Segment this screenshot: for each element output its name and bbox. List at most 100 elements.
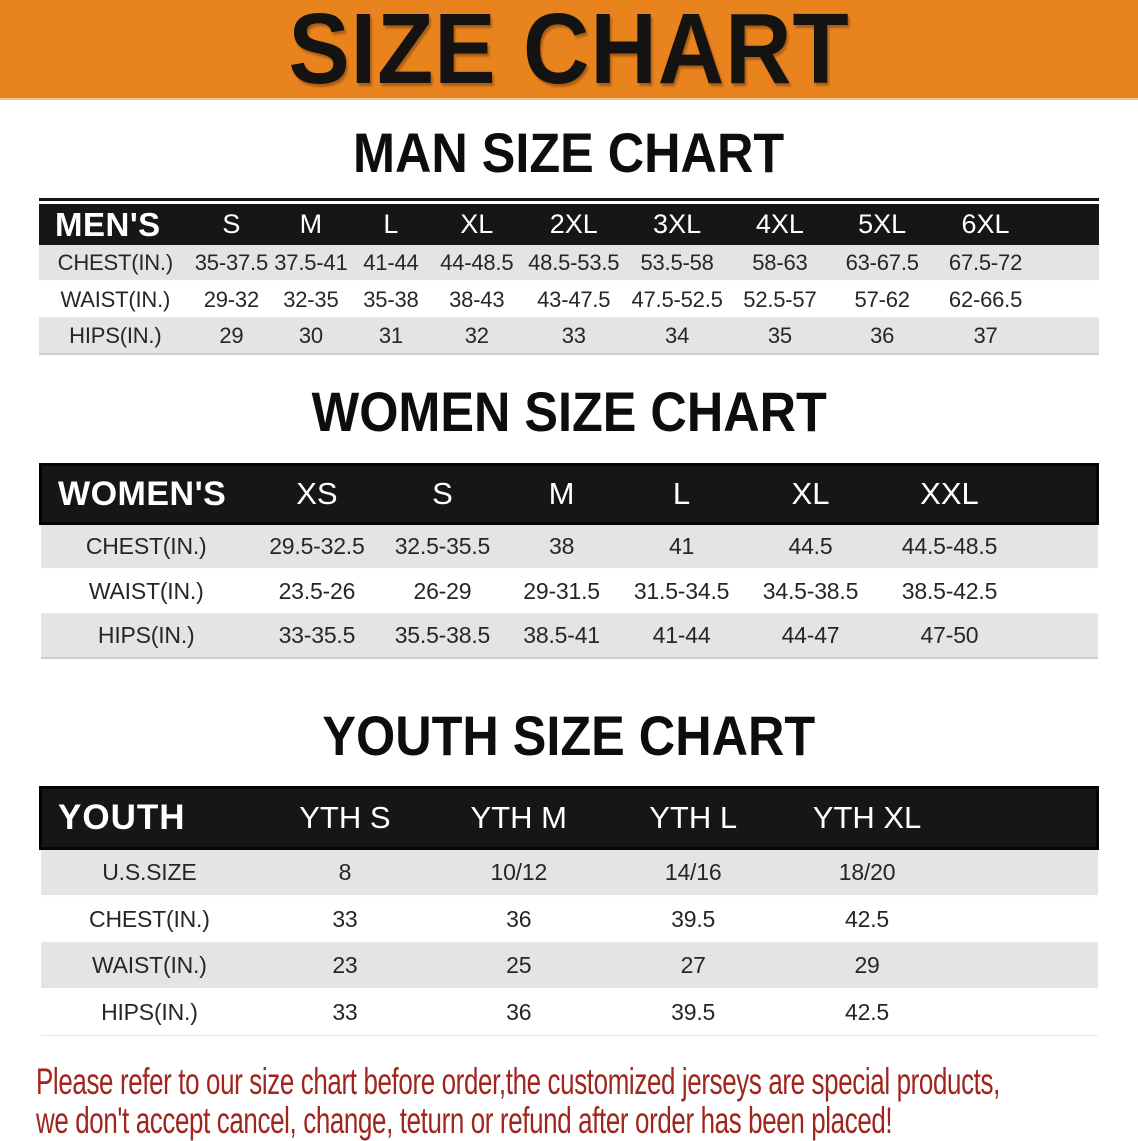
size-column-header: YTH M	[431, 786, 606, 850]
measure-row-label: WAIST(IN.)	[40, 569, 252, 614]
size-column-header: XS	[251, 463, 382, 525]
size-column-header: 2XL	[522, 204, 626, 245]
size-value-cell: 38	[502, 523, 621, 569]
women-size-table-wrap: WOMEN'S XS S M L XL XXL CHEST(IN.) 29.5-…	[38, 463, 1099, 659]
youth-table-title: YOUTH	[39, 786, 259, 850]
size-column-header: 5XL	[830, 204, 934, 245]
disclaimer: Please refer to our size chart before or…	[36, 1062, 1138, 1140]
size-value-cell: 47.5-52.5	[625, 281, 730, 318]
men-section-heading-text: MAN SIZE CHART	[353, 121, 785, 184]
size-value-cell: 63-67.5	[830, 245, 934, 281]
size-value-cell: 32-35	[271, 281, 351, 318]
men-size-table: MEN'S S M L XL 2XL 3XL 4XL 5XL 6XL CHEST…	[39, 204, 1099, 355]
size-value-cell: 32	[431, 317, 523, 354]
size-value-cell: 35-38	[350, 281, 432, 318]
size-value-cell: 32.5-35.5	[381, 523, 503, 569]
size-value-cell: 33	[258, 896, 432, 943]
measure-row-label: U.S.SIZE	[40, 848, 259, 896]
size-value-cell: 29.5-32.5	[251, 523, 382, 569]
size-value-cell: 31.5-34.5	[620, 569, 743, 614]
table-row: WAIST(IN.) 23 25 27 29	[40, 942, 1098, 989]
measure-row-label: HIPS(IN.)	[39, 317, 192, 354]
size-value-cell: 29-31.5	[502, 569, 621, 614]
size-value-cell: 29-32	[191, 281, 272, 318]
size-value-cell: 47-50	[878, 613, 1021, 658]
row-spacer	[953, 896, 1098, 943]
men-header-row: MEN'S S M L XL 2XL 3XL 4XL 5XL 6XL	[39, 204, 1099, 245]
table-row: HIPS(IN.) 33-35.5 35.5-38.5 38.5-41 41-4…	[40, 613, 1098, 658]
men-table-topline	[39, 198, 1099, 201]
measure-row-label: CHEST(IN.)	[40, 523, 252, 569]
size-value-cell: 39.5	[605, 989, 781, 1036]
size-column-header: YTH L	[605, 786, 781, 850]
size-value-cell: 62-66.5	[933, 281, 1038, 318]
size-value-cell: 44.5-48.5	[878, 523, 1021, 569]
size-value-cell: 36	[431, 989, 606, 1036]
size-value-cell: 34	[625, 317, 730, 354]
size-value-cell: 23	[258, 942, 432, 989]
size-value-cell: 41-44	[620, 613, 743, 658]
size-value-cell: 34.5-38.5	[742, 569, 879, 614]
size-column-header: M	[502, 463, 621, 525]
measure-row-label: WAIST(IN.)	[40, 942, 259, 989]
youth-section-heading-text: YOUTH SIZE CHART	[322, 704, 816, 767]
men-table-title: MEN'S	[39, 204, 192, 245]
size-value-cell: 29	[780, 942, 954, 989]
size-column-header: XL	[742, 463, 879, 525]
size-value-cell: 8	[258, 848, 432, 896]
size-value-cell: 26-29	[381, 569, 503, 614]
size-value-cell: 42.5	[780, 989, 954, 1036]
size-value-cell: 35-37.5	[191, 245, 272, 281]
size-value-cell: 33	[258, 989, 432, 1036]
size-column-header: XXL	[878, 463, 1021, 525]
size-value-cell: 44.5	[742, 523, 879, 569]
women-header-row: WOMEN'S XS S M L XL XXL	[38, 463, 1099, 525]
size-value-cell: 33-35.5	[251, 613, 382, 658]
header-spacer	[953, 786, 1099, 850]
disclaimer-line-1-text: Please refer to our size chart before or…	[36, 1061, 1000, 1102]
size-value-cell: 14/16	[605, 848, 781, 896]
size-column-header: YTH XL	[780, 786, 954, 850]
size-value-cell: 53.5-58	[625, 245, 730, 281]
size-value-cell: 37	[933, 317, 1038, 354]
size-value-cell: 44-48.5	[431, 245, 523, 281]
row-spacer	[1020, 569, 1098, 614]
size-value-cell: 35	[729, 317, 831, 354]
size-value-cell: 37.5-41	[271, 245, 351, 281]
size-value-cell: 23.5-26	[251, 569, 382, 614]
size-column-header: L	[620, 463, 743, 525]
disclaimer-line-1: Please refer to our size chart before or…	[36, 1062, 1138, 1101]
size-value-cell: 52.5-57	[729, 281, 831, 318]
size-column-header: XL	[431, 204, 523, 245]
measure-row-label: HIPS(IN.)	[40, 989, 259, 1036]
size-value-cell: 43-47.5	[522, 281, 626, 318]
table-row: CHEST(IN.) 29.5-32.5 32.5-35.5 38 41 44.…	[40, 523, 1098, 569]
women-section-heading: WOMEN SIZE CHART	[0, 380, 1138, 443]
size-value-cell: 18/20	[780, 848, 954, 896]
row-spacer	[1037, 317, 1099, 354]
men-section-heading: MAN SIZE CHART	[0, 121, 1138, 184]
size-value-cell: 39.5	[605, 896, 781, 943]
youth-header-row: YOUTH YTH S YTH M YTH L YTH XL	[39, 786, 1099, 850]
table-row: HIPS(IN.) 33 36 39.5 42.5	[40, 989, 1098, 1036]
row-spacer	[953, 848, 1098, 896]
size-value-cell: 67.5-72	[933, 245, 1038, 281]
page-title: SIZE CHART	[288, 0, 850, 100]
size-value-cell: 10/12	[431, 848, 606, 896]
row-spacer	[1037, 281, 1099, 318]
size-column-header: S	[191, 204, 272, 245]
row-spacer	[1037, 245, 1099, 281]
size-value-cell: 25	[431, 942, 606, 989]
size-value-cell: 38-43	[431, 281, 523, 318]
size-value-cell: 41	[620, 523, 743, 569]
size-column-header: L	[350, 204, 432, 245]
size-value-cell: 36	[431, 896, 606, 943]
size-column-header: 3XL	[625, 204, 730, 245]
table-row: CHEST(IN.) 35-37.5 37.5-41 41-44 44-48.5…	[39, 245, 1099, 281]
measure-row-label: WAIST(IN.)	[39, 281, 192, 318]
row-spacer	[1020, 613, 1098, 658]
men-size-table-wrap: MEN'S S M L XL 2XL 3XL 4XL 5XL 6XL CHEST…	[39, 198, 1099, 355]
row-spacer	[953, 989, 1098, 1036]
women-section-heading-text: WOMEN SIZE CHART	[311, 380, 827, 443]
